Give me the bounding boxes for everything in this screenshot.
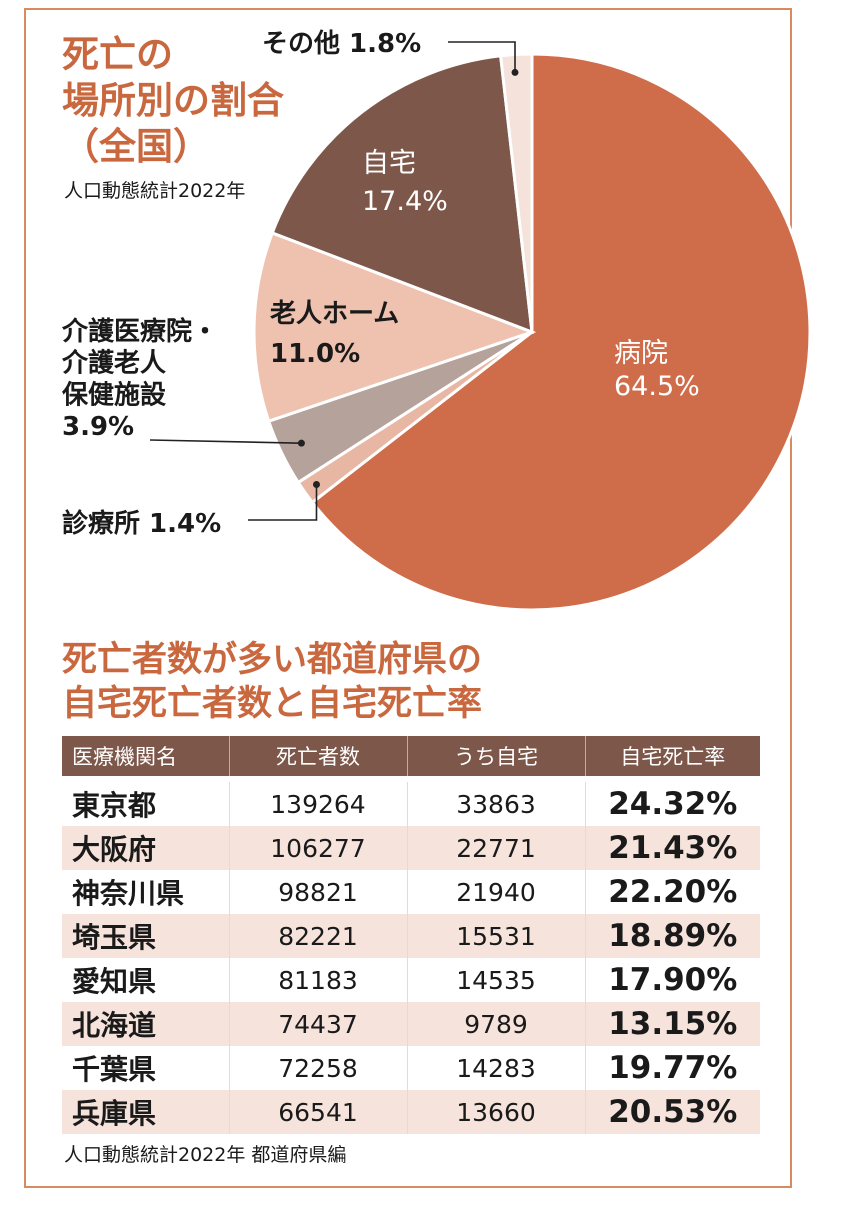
slice-label: 保健施設 (61, 379, 167, 410)
deaths-cell: 74437 (229, 1002, 408, 1046)
home-rate-cell: 20.53% (585, 1090, 760, 1134)
home-rate-cell: 24.32% (608, 786, 738, 822)
table-row: 北海道 74437 9789 13.15% (62, 1002, 760, 1046)
leader-line (248, 484, 318, 521)
column-header: うち自宅 (407, 736, 586, 776)
slice-label: 病院 (614, 338, 668, 369)
table-row: 兵庫県 66541 13660 20.53% (62, 1090, 760, 1134)
table-row: 神奈川県 98821 21940 22.20% (62, 870, 760, 914)
pie-title: 死亡の 場所別の割合 （全国） (62, 32, 284, 170)
pie-slice (270, 54, 534, 335)
pie-slice (310, 52, 812, 612)
home-deaths-cell: 13660 (407, 1090, 586, 1134)
pie-title-line: 場所別の割合 (62, 79, 284, 122)
prefecture-cell: 東京都 (62, 782, 230, 826)
slice-label: その他 1.8% (262, 29, 421, 59)
slice-label: 17.4% (362, 186, 448, 217)
home-rate-cell: 13.15% (585, 1002, 760, 1046)
home-deaths-cell: 14283 (407, 1046, 586, 1090)
table-title: 死亡者数が多い都道府県の 自宅死亡者数と自宅死亡率 (62, 638, 482, 726)
deaths-cell: 81183 (229, 958, 408, 1002)
leader-dot (312, 480, 320, 488)
column-header: 医療機関名 (62, 736, 230, 776)
slice-label: 11.0% (270, 339, 360, 369)
slice-label: 老人ホーム (270, 299, 399, 329)
prefecture-cell: 兵庫県 (62, 1090, 230, 1134)
slice-label: 自宅 (362, 148, 416, 179)
home-rate-cell: 19.77% (608, 1050, 738, 1086)
prefecture-cell: 北海道 (62, 1002, 230, 1046)
slice-label: 介護医療院・ (61, 316, 218, 347)
prefecture-cell: 大阪府 (62, 826, 230, 870)
home-rate-cell: 22.20% (608, 874, 738, 910)
table-row: 東京都 139264 33863 24.32% (62, 782, 760, 826)
table-row: 千葉県 72258 14283 19.77% (62, 1046, 760, 1090)
table-title-line: 死亡者数が多い都道府県の (62, 640, 483, 680)
leader-line (149, 439, 302, 444)
table-source: 人口動態統計2022年 都道府県編 (64, 1144, 347, 1166)
deaths-cell: 106277 (229, 826, 408, 870)
slice-label: 診療所 1.4% (62, 508, 221, 539)
figure-frame (24, 8, 792, 1188)
home-rate-cell: 17.90% (608, 962, 738, 998)
leader-dot (511, 68, 519, 76)
slice-label: 介護老人 (61, 348, 166, 379)
table-title-line: 自宅死亡者数と自宅死亡率 (62, 684, 483, 724)
home-rate-cell: 18.89% (585, 914, 760, 958)
deaths-cell: 72258 (229, 1046, 408, 1090)
home-rate-cell: 21.43% (585, 826, 760, 870)
table-row: 埼玉県 82221 15531 18.89% (62, 914, 760, 958)
pie-slice (498, 52, 534, 333)
leader-dot (297, 439, 305, 447)
table-body: 東京都 139264 33863 24.32% 大阪府 106277 22771 21.43%… (62, 776, 760, 1134)
home-deaths-cell: 33863 (407, 782, 586, 826)
table-row: 大阪府 106277 22771 21.43% (62, 826, 760, 870)
slice-label: 64.5% (614, 371, 700, 402)
prefecture-cell: 神奈川県 (62, 870, 230, 914)
home-deaths-cell: 9789 (407, 1002, 586, 1046)
column-header: 死亡者数 (229, 736, 408, 776)
deaths-cell: 82221 (229, 914, 408, 958)
pie-source: 人口動態統計2022年 (64, 180, 246, 202)
deaths-cell: 139264 (229, 782, 408, 826)
prefecture-cell: 千葉県 (62, 1046, 230, 1090)
table-row: 愛知県 81183 14535 17.90% (62, 958, 760, 1002)
header-spacer (62, 776, 760, 782)
home-deaths-cell: 15531 (407, 914, 586, 958)
pie-title-line: 死亡の (62, 33, 173, 76)
table-header-row: 医療機関名 死亡者数 うち自宅 自宅死亡率 (62, 736, 760, 776)
pie-title-line: （全国） (62, 125, 210, 168)
prefecture-cell: 埼玉県 (62, 914, 230, 958)
slice-label: 3.9% (62, 412, 134, 442)
death-table: 医療機関名 死亡者数 うち自宅 自宅死亡率 東京都 139264 33863 24.3… (62, 736, 760, 1134)
leader-line (448, 41, 516, 73)
deaths-cell: 98821 (229, 870, 408, 914)
home-deaths-cell: 14535 (407, 958, 586, 1002)
home-deaths-cell: 21940 (407, 870, 586, 914)
prefecture-cell: 愛知県 (62, 958, 230, 1002)
home-deaths-cell: 22771 (407, 826, 586, 870)
column-header: 自宅死亡率 (585, 736, 760, 776)
pie-slice (252, 230, 537, 424)
deaths-cell: 66541 (229, 1090, 408, 1134)
